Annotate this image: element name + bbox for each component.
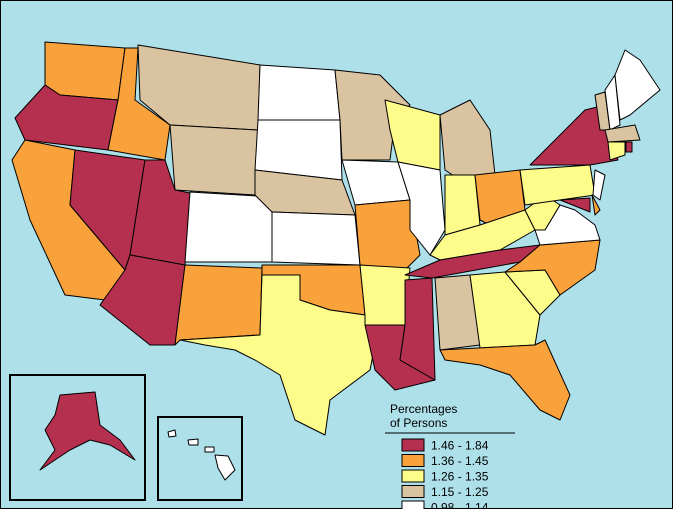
state xyxy=(625,141,633,153)
state xyxy=(607,141,626,161)
alaska-inset xyxy=(9,374,146,501)
legend-label: 0.98 - 1.14 xyxy=(431,501,489,509)
legend-label: 1.26 - 1.35 xyxy=(431,470,489,484)
state xyxy=(107,47,171,161)
legend-swatch xyxy=(401,469,425,483)
legend-label: 1.46 - 1.84 xyxy=(431,439,489,453)
state xyxy=(204,446,215,453)
legend-swatch xyxy=(401,485,425,498)
state xyxy=(271,211,361,266)
state xyxy=(184,191,276,263)
state xyxy=(44,41,126,101)
state xyxy=(604,124,641,143)
state xyxy=(359,264,411,326)
legend-title: of Persons xyxy=(390,416,447,430)
legend-title: Percentages xyxy=(390,402,457,416)
state xyxy=(559,197,591,213)
state xyxy=(354,199,421,271)
legend-swatch xyxy=(401,438,425,452)
state xyxy=(169,124,259,196)
state xyxy=(592,169,606,201)
state xyxy=(399,277,436,381)
state xyxy=(591,194,601,216)
legend: Percentages of Persons 1.46 - 1.841.36 -… xyxy=(385,402,515,509)
legend-label: 1.36 - 1.45 xyxy=(431,454,489,468)
state xyxy=(257,64,341,121)
state xyxy=(174,264,263,346)
hawaii-inset xyxy=(157,416,243,501)
legend-label: 1.15 - 1.25 xyxy=(431,485,489,499)
state xyxy=(614,49,661,121)
state xyxy=(439,339,571,421)
states xyxy=(11,41,661,436)
state xyxy=(469,271,541,349)
legend-swatch xyxy=(401,454,425,467)
state xyxy=(39,391,136,471)
state xyxy=(187,438,199,446)
legend-swatch xyxy=(401,500,425,509)
state xyxy=(214,454,236,481)
state xyxy=(167,429,177,438)
state xyxy=(179,274,376,436)
hawaii xyxy=(167,429,236,481)
